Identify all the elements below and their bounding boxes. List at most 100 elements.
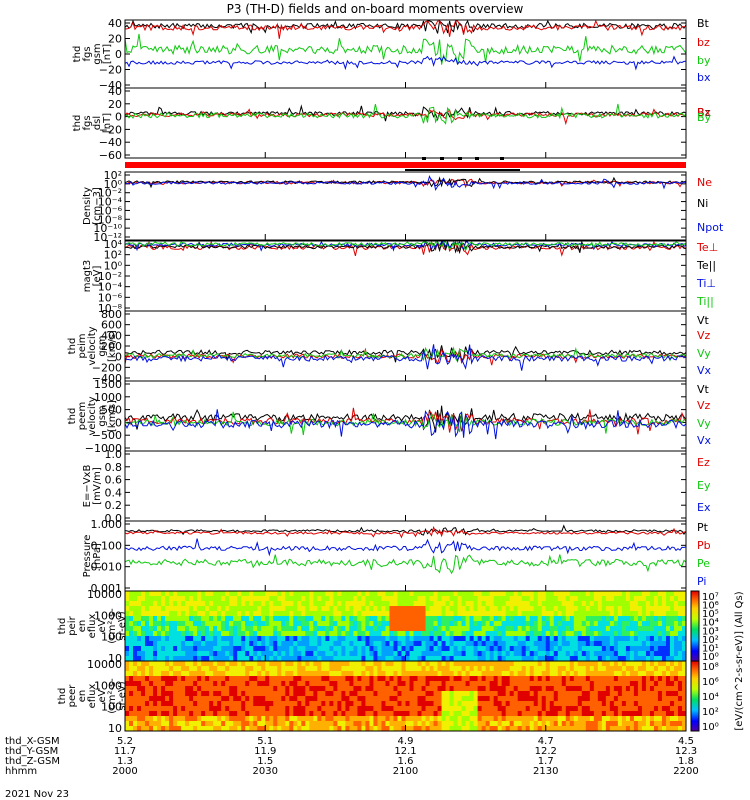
heatmap-cell [305, 631, 310, 637]
heatmap-cell [129, 646, 134, 652]
heatmap-cell [237, 646, 242, 652]
heatmap-cell [665, 721, 671, 727]
heatmap-cell [325, 726, 330, 732]
heatmap-cell [545, 661, 551, 667]
heatmap-cell [205, 691, 210, 697]
heatmap-cell [381, 596, 386, 602]
heatmap-cell [181, 616, 186, 622]
heatmap-cell [537, 591, 543, 597]
heatmap-cell [405, 666, 410, 672]
heatmap-cell [485, 606, 491, 612]
legend-Vz: Vz [697, 329, 711, 342]
heatmap-cell [481, 706, 487, 712]
heatmap-cell [233, 666, 238, 672]
heatmap-cell [145, 641, 150, 647]
heatmap-cell [197, 721, 202, 727]
heatmap-cell [525, 636, 531, 642]
heatmap-cell [313, 676, 318, 682]
heatmap-cell [549, 721, 555, 727]
heatmap-cell [597, 696, 603, 702]
heatmap-cell [609, 706, 615, 712]
panel-frame [124, 87, 687, 159]
heatmap-cell [529, 636, 535, 642]
heatmap-cell [277, 686, 282, 692]
heatmap-cell [169, 721, 174, 727]
heatmap-cell [565, 656, 571, 662]
heatmap-cell [409, 641, 414, 647]
heatmap-cell [305, 686, 310, 692]
heatmap-cell [545, 666, 551, 672]
colorbar-tick: 10⁶ [702, 677, 719, 688]
heatmap-cell [253, 671, 258, 677]
heatmap-cell [337, 616, 342, 622]
heatmap-cell [453, 641, 458, 647]
heatmap-cell [593, 701, 599, 707]
heatmap-cell [665, 676, 671, 682]
heatmap-cell [585, 636, 591, 642]
heatmap-cell [177, 726, 182, 732]
heatmap-cell [537, 716, 543, 722]
heatmap-cell [633, 646, 639, 652]
series-line-Pi [124, 538, 687, 557]
heatmap-cell [221, 661, 226, 667]
heatmap-cell [613, 721, 619, 727]
heatmap-cell [433, 646, 438, 652]
heatmap-cell [173, 676, 178, 682]
heatmap-cell [645, 691, 651, 697]
heatmap-cell [681, 646, 687, 652]
heatmap-cell [141, 651, 146, 657]
heatmap-cell [261, 656, 266, 662]
heatmap-cell [373, 636, 378, 642]
heatmap-cell [229, 681, 234, 687]
heatmap-cell [173, 591, 178, 597]
heatmap-cell [577, 716, 583, 722]
heatmap-cell [461, 706, 467, 712]
heatmap-cell [585, 696, 591, 702]
heatmap-cell [325, 666, 330, 672]
heatmap-cell [201, 686, 206, 692]
heatmap-cell [517, 691, 523, 697]
heatmap-cell [141, 676, 146, 682]
heatmap-cell [337, 591, 342, 597]
heatmap-cell [537, 721, 543, 727]
heatmap-cell [509, 701, 515, 707]
heatmap-cell [601, 651, 607, 657]
heatmap-cell [413, 606, 418, 612]
heatmap-cell [289, 601, 294, 607]
heatmap-cell [329, 726, 334, 732]
heatmap-cell [333, 721, 338, 727]
heatmap-cell [317, 686, 322, 692]
heatmap-cell [657, 691, 663, 697]
heatmap-cell [241, 716, 246, 722]
heatmap-cell [169, 716, 174, 722]
heatmap-cell [501, 626, 507, 632]
heatmap-cell [249, 646, 254, 652]
heatmap-cell [469, 626, 475, 632]
heatmap-cell [493, 601, 499, 607]
heatmap-cell [637, 681, 643, 687]
heatmap-cell [477, 656, 483, 662]
heatmap-cell [549, 686, 555, 692]
heatmap-cell [609, 716, 615, 722]
heatmap-cell [285, 601, 290, 607]
heatmap-cell [593, 646, 599, 652]
heatmap-cell [197, 631, 202, 637]
heatmap-cell [477, 681, 483, 687]
heatmap-cell [241, 711, 246, 717]
heatmap-cell [581, 696, 587, 702]
heatmap-cell [265, 651, 270, 657]
heatmap-cell [493, 676, 499, 682]
heatmap-cell [529, 646, 535, 652]
heatmap-cell [169, 661, 174, 667]
heatmap-cell [561, 651, 567, 657]
heatmap-cell [301, 671, 306, 677]
heatmap-cell [265, 671, 270, 677]
status-bar [125, 162, 686, 168]
heatmap-cell [281, 726, 286, 732]
heatmap-cell [357, 611, 362, 617]
heatmap-cell [629, 686, 635, 692]
heatmap-cell [357, 626, 362, 632]
heatmap-cell [545, 656, 551, 662]
heatmap-cell [325, 631, 330, 637]
heatmap-cell [285, 701, 290, 707]
